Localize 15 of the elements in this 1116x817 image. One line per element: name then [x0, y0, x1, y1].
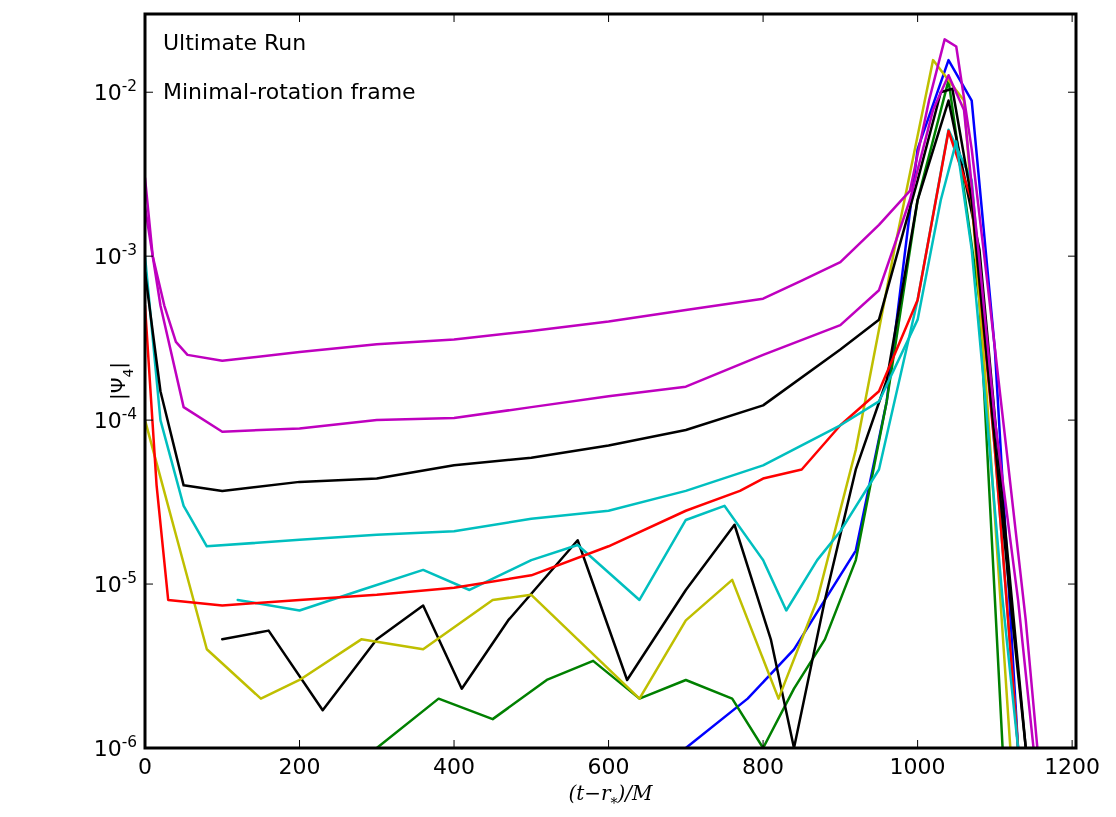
y-tick-label: 10$^{-4}$	[93, 405, 137, 434]
annotation: Minimal-rotation frame	[163, 79, 416, 104]
x-tick-label: 200	[278, 754, 321, 779]
x-axis-title: (t−r$_{*}$)/M	[568, 781, 654, 811]
y-tick-label: 10$^{-5}$	[93, 569, 137, 598]
x-tick-label: 600	[587, 754, 630, 779]
x-tick-label: 0	[138, 754, 152, 779]
x-tick-label: 400	[433, 754, 476, 779]
y-tick-label: 10$^{-6}$	[93, 733, 137, 761]
y-tick-label: 10$^{-2}$	[93, 77, 137, 106]
annotation: Ultimate Run	[163, 30, 307, 55]
y-tick-label: 10$^{-3}$	[93, 241, 137, 270]
x-tick-label: 1000	[889, 754, 946, 779]
x-tick-label: 800	[742, 754, 785, 779]
x-tick-label: 1200	[1044, 754, 1101, 779]
